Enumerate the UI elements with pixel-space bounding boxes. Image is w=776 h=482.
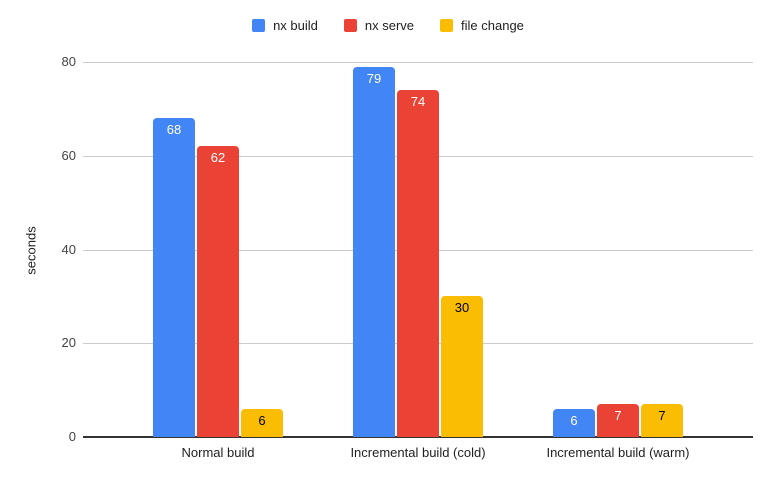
y-axis-title: seconds bbox=[23, 226, 39, 275]
legend-swatch-icon bbox=[440, 19, 454, 32]
y-tick-label: 40 bbox=[61, 241, 76, 257]
bar-value-label: 68 bbox=[166, 122, 182, 138]
bar-value-label: 30 bbox=[454, 300, 470, 316]
legend-swatch-icon bbox=[252, 19, 266, 32]
bar-file-change-2 bbox=[641, 404, 683, 437]
bar-file-change-1 bbox=[441, 296, 483, 437]
bar-nx-serve-1 bbox=[397, 90, 439, 437]
x-category-label: Normal build bbox=[181, 445, 255, 460]
y-tick-label: 60 bbox=[61, 147, 76, 163]
bar-nx-serve-2 bbox=[597, 404, 639, 437]
legend-label: nx build bbox=[273, 18, 318, 33]
y-tick-label: 80 bbox=[61, 54, 76, 69]
gridline bbox=[83, 62, 753, 63]
bar-value-label: 7 bbox=[658, 408, 666, 424]
y-tick-label: 20 bbox=[61, 335, 76, 351]
x-axis-line bbox=[83, 436, 753, 438]
bar-value-label: 62 bbox=[210, 150, 226, 166]
legend-item-2: file change bbox=[440, 18, 524, 33]
bar-value-label: 6 bbox=[258, 412, 266, 428]
bar-value-label: 79 bbox=[366, 70, 382, 86]
legend-label: file change bbox=[461, 18, 524, 33]
legend-item-1: nx serve bbox=[343, 18, 415, 33]
x-category-label: Incremental build (warm) bbox=[546, 445, 690, 460]
bar-value-label: 6 bbox=[570, 412, 578, 428]
legend-swatch-icon bbox=[343, 19, 357, 32]
bar-value-label: 7 bbox=[614, 408, 622, 424]
y-tick-label: 0 bbox=[68, 429, 76, 444]
bar-nx-build-2 bbox=[553, 408, 595, 437]
legend-label: nx serve bbox=[364, 18, 415, 33]
chart-legend: nx build nx serve file change bbox=[0, 18, 776, 33]
x-category-label: Incremental build (cold) bbox=[350, 445, 486, 460]
bar-value-label: 74 bbox=[410, 94, 426, 110]
bar-file-change-0 bbox=[241, 408, 283, 437]
bar-nx-build-1 bbox=[353, 66, 395, 437]
bar-nx-serve-0 bbox=[197, 146, 239, 437]
legend-item-0: nx build bbox=[252, 18, 318, 33]
bar-nx-build-0 bbox=[153, 118, 195, 437]
